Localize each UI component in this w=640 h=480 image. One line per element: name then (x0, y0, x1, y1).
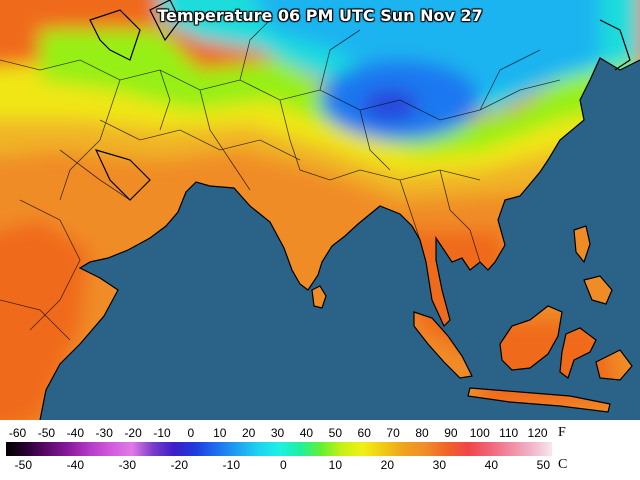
fahrenheit-tick: 90 (444, 426, 458, 440)
country-borders (0, 19, 561, 341)
celsius-tick: 30 (432, 458, 447, 472)
fahrenheit-tick: 50 (328, 426, 343, 440)
celsius-tick: -30 (118, 458, 136, 472)
celsius-tick: 20 (380, 458, 395, 472)
celsius-unit: C (558, 457, 568, 472)
fahrenheit-tick: -10 (153, 426, 171, 440)
fahrenheit-tick: -30 (95, 426, 113, 440)
fahrenheit-tick: 120 (527, 426, 548, 440)
celsius-tick: -20 (170, 458, 188, 472)
color-scale-bar (6, 442, 552, 456)
fahrenheit-tick: -60 (8, 426, 27, 440)
celsius-tick: 40 (484, 458, 499, 472)
map-title: Temperature 06 PM UTC Sun Nov 27 (157, 6, 483, 25)
celsius-tick: -10 (222, 458, 240, 472)
fahrenheit-tick: 40 (299, 426, 314, 440)
fahrenheit-tick: 60 (357, 426, 371, 440)
fahrenheit-tick: 110 (499, 426, 519, 440)
celsius-tick: 0 (279, 458, 287, 472)
fahrenheit-tick: 10 (213, 426, 227, 440)
fahrenheit-tick: 70 (386, 426, 400, 440)
celsius-tick: 10 (328, 458, 343, 472)
coastlines (39, 0, 640, 420)
fahrenheit-tick: -40 (66, 426, 84, 440)
fahrenheit-unit: F (558, 425, 566, 440)
fahrenheit-tick: 80 (415, 426, 429, 440)
temperature-map: Temperature 06 PM UTC Sun Nov 27 (0, 0, 640, 420)
fahrenheit-tick: -20 (124, 426, 142, 440)
fahrenheit-tick: 0 (187, 426, 195, 440)
map-canvas (0, 0, 640, 420)
fahrenheit-tick: 30 (270, 426, 285, 440)
temperature-legend: -60 -50 -40 -30 -20 -10 0 10 20 30 40 50 60 70 80 90 100… (0, 420, 640, 480)
fahrenheit-tick: -50 (37, 426, 56, 440)
fahrenheit-tick: 100 (469, 426, 490, 440)
celsius-tick: -40 (66, 458, 84, 472)
celsius-tick: 50 (536, 458, 551, 472)
celsius-tick: -50 (14, 458, 32, 472)
fahrenheit-tick: 20 (241, 426, 256, 440)
